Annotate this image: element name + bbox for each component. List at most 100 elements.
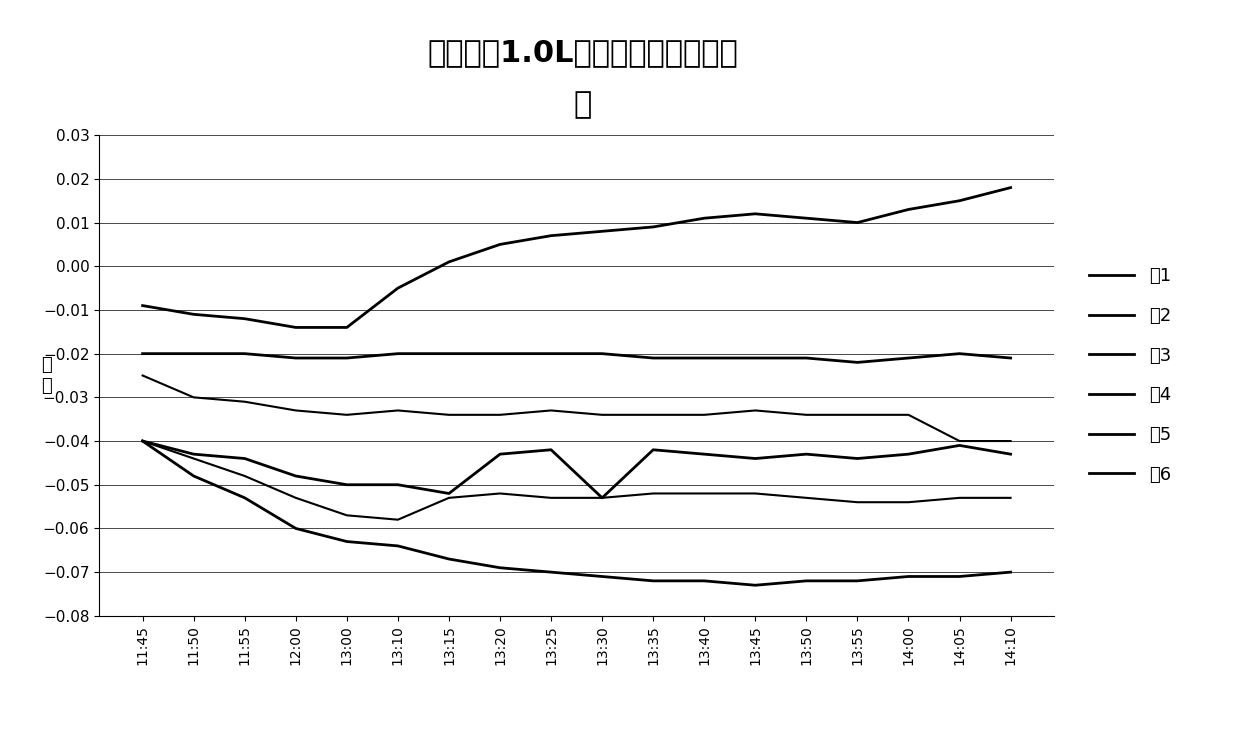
表5 [441, 493, 456, 502]
表5 [186, 454, 201, 463]
表2 [901, 354, 916, 363]
表1 [543, 231, 558, 240]
表6 [391, 541, 405, 550]
表6 [237, 493, 252, 502]
表6 [901, 572, 916, 581]
表2 [289, 354, 304, 363]
表5 [748, 489, 763, 498]
表1 [595, 227, 610, 236]
表4 [697, 450, 712, 459]
表1 [135, 301, 150, 310]
表4 [237, 454, 252, 463]
表6 [289, 524, 304, 533]
Line: 表3: 表3 [143, 376, 1011, 441]
表6 [543, 568, 558, 577]
表1 [1003, 183, 1018, 192]
表5 [492, 489, 507, 498]
表5 [391, 515, 405, 524]
表1 [391, 284, 405, 293]
表6 [441, 554, 456, 563]
表6 [595, 572, 610, 581]
表1 [646, 222, 661, 231]
表4 [849, 454, 864, 463]
表5 [849, 498, 864, 507]
表2 [595, 349, 610, 358]
表3 [748, 406, 763, 415]
表4 [186, 450, 201, 459]
表5 [135, 436, 150, 445]
表5 [952, 493, 967, 502]
表6 [748, 581, 763, 590]
Line: 表1: 表1 [143, 188, 1011, 327]
表2 [391, 349, 405, 358]
表5 [901, 498, 916, 507]
表4 [1003, 450, 1018, 459]
表2 [492, 349, 507, 358]
表3 [646, 410, 661, 419]
表3 [543, 406, 558, 415]
表4 [646, 445, 661, 454]
表2 [799, 354, 813, 363]
表1 [492, 240, 507, 249]
Text: 功率因素1.0L下误差随时间变化特: 功率因素1.0L下误差随时间变化特 [428, 38, 738, 67]
表1 [697, 214, 712, 223]
表1 [748, 210, 763, 219]
表5 [543, 493, 558, 502]
表3 [849, 410, 864, 419]
表3 [901, 410, 916, 419]
表6 [646, 576, 661, 585]
表3 [289, 406, 304, 415]
表5 [595, 493, 610, 502]
Text: 性: 性 [574, 91, 591, 119]
表2 [697, 354, 712, 363]
Text: 误
差: 误 差 [41, 356, 52, 395]
表5 [289, 493, 304, 502]
表4 [289, 472, 304, 481]
Legend: 表1, 表2, 表3, 表4, 表5, 表6: 表1, 表2, 表3, 表4, 表5, 表6 [1083, 260, 1178, 491]
表1 [289, 323, 304, 332]
表6 [952, 572, 967, 581]
表5 [697, 489, 712, 498]
表3 [391, 406, 405, 415]
表5 [799, 493, 813, 502]
表5 [646, 489, 661, 498]
表6 [1003, 568, 1018, 577]
表4 [799, 450, 813, 459]
表4 [441, 489, 456, 498]
Line: 表2: 表2 [143, 354, 1011, 363]
表1 [237, 314, 252, 323]
表2 [340, 354, 355, 363]
表3 [952, 436, 967, 445]
表3 [441, 410, 456, 419]
表2 [186, 349, 201, 358]
表1 [441, 258, 456, 267]
表2 [135, 349, 150, 358]
表6 [492, 563, 507, 572]
表4 [135, 436, 150, 445]
表5 [237, 472, 252, 481]
表2 [1003, 354, 1018, 363]
表4 [595, 493, 610, 502]
表1 [849, 218, 864, 227]
表3 [1003, 436, 1018, 445]
表2 [748, 354, 763, 363]
表2 [849, 358, 864, 367]
表3 [135, 371, 150, 380]
表6 [135, 436, 150, 445]
表2 [543, 349, 558, 358]
表6 [186, 472, 201, 481]
表3 [492, 410, 507, 419]
表4 [340, 480, 355, 489]
表2 [646, 354, 661, 363]
表5 [1003, 493, 1018, 502]
Line: 表4: 表4 [143, 441, 1011, 498]
表4 [901, 450, 916, 459]
表4 [952, 441, 967, 450]
表3 [697, 410, 712, 419]
表2 [237, 349, 252, 358]
Line: 表5: 表5 [143, 441, 1011, 520]
表2 [441, 349, 456, 358]
表1 [186, 310, 201, 319]
表1 [901, 205, 916, 214]
表1 [952, 196, 967, 205]
